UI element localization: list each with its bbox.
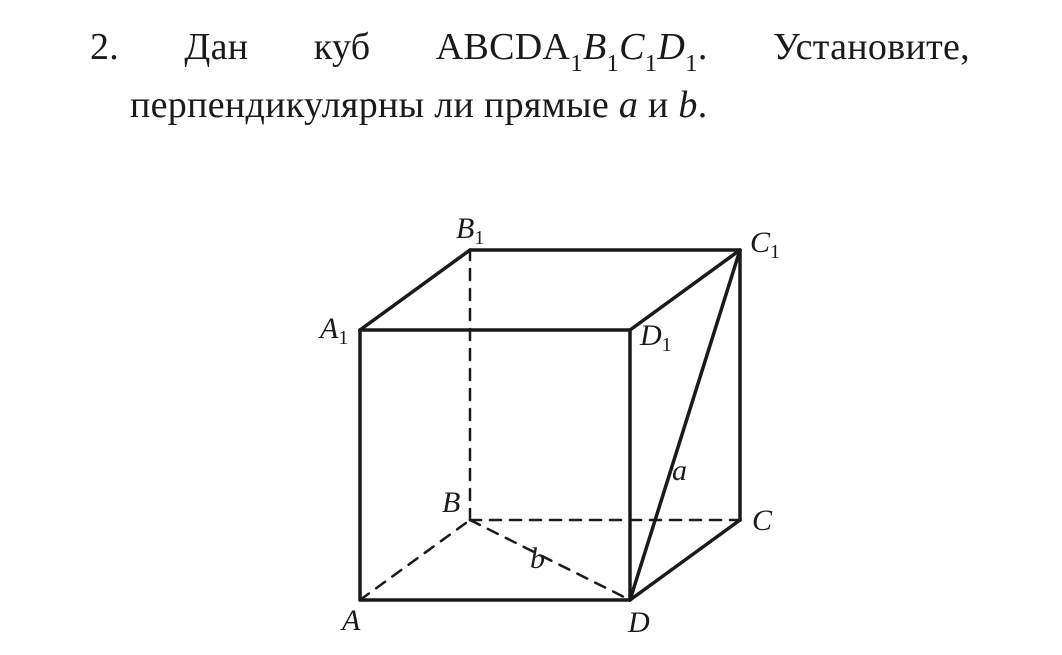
cube-name-B: B bbox=[583, 26, 607, 68]
problem-line-2: перпендикулярны ли прямые a и b. bbox=[90, 78, 970, 133]
line-b: b bbox=[678, 84, 697, 126]
cube-edge bbox=[470, 520, 630, 600]
line-a: a bbox=[619, 84, 638, 126]
problem-line-1: 2. Дан куб ABCDA1B1C1D1. Установите, bbox=[90, 20, 970, 78]
problem-number: 2. bbox=[90, 20, 119, 78]
line2-period: . bbox=[698, 84, 708, 126]
cube-edge bbox=[630, 250, 740, 330]
cube-name-sub-d1: 1 bbox=[685, 50, 698, 77]
vertex-label-B: B bbox=[442, 486, 460, 519]
cube-name-C: C bbox=[619, 26, 645, 68]
vertex-label-A: A bbox=[340, 604, 361, 637]
vertex-label-D: D bbox=[627, 606, 650, 639]
cube-figure: A D C B A1 D1 C1 B1 a b bbox=[270, 150, 810, 650]
edge-label-a: a bbox=[672, 454, 687, 487]
cube-edge bbox=[360, 520, 470, 600]
cube-name: ABCDA1B1C1D1. bbox=[436, 20, 708, 78]
vertex-label-A1: A1 bbox=[318, 312, 348, 349]
edge-label-b: b bbox=[530, 542, 545, 575]
line2-pre: перпендикулярны ли прямые bbox=[130, 84, 619, 126]
page: 2. Дан куб ABCDA1B1C1D1. Установите, пер… bbox=[0, 0, 1062, 651]
cube-name-prefix: ABCDA bbox=[436, 26, 571, 68]
cube-name-period: . bbox=[698, 26, 708, 68]
cube-name-sub-a1: 1 bbox=[570, 50, 583, 77]
word-dan: Дан bbox=[184, 20, 248, 78]
cube-name-sub-c1: 1 bbox=[645, 50, 658, 77]
problem-text: 2. Дан куб ABCDA1B1C1D1. Установите, пер… bbox=[90, 20, 970, 134]
word-ustanovite: Установите, bbox=[773, 20, 970, 78]
vertex-label-C: C bbox=[752, 504, 773, 537]
cube-svg: A D C B A1 D1 C1 B1 a b bbox=[270, 150, 810, 650]
vertex-label-D1: D1 bbox=[639, 319, 672, 356]
vertex-label-C1: C1 bbox=[750, 226, 780, 263]
cube-name-sub-b1: 1 bbox=[606, 50, 619, 77]
cube-name-D: D bbox=[657, 26, 685, 68]
cube-edge bbox=[360, 250, 470, 330]
word-kub: куб bbox=[314, 20, 371, 78]
cube-edge bbox=[630, 250, 740, 600]
word-and: и bbox=[638, 84, 678, 126]
cube-edge bbox=[630, 520, 740, 600]
vertex-label-B1: B1 bbox=[456, 212, 484, 249]
